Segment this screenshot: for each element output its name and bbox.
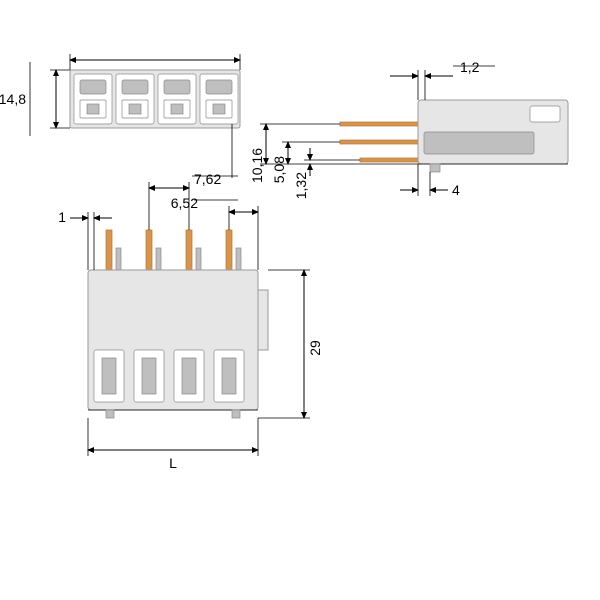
dim-5-08: 5,08 [271,156,287,183]
dim-10-16: 10,16 [249,148,265,183]
dim-1-2: 1,2 [460,59,480,75]
dim-1-32: 1,32 [293,172,309,199]
pins [106,230,241,270]
dim-29: 29 [307,340,323,356]
dim-14-8: 14,8 [0,91,26,107]
technical-drawing: 14,8 1,2 10,16 5,08 [0,0,600,600]
dim-7-62: 7,62 [194,171,221,187]
dim-L: L [169,455,177,471]
dim-1: 1 [58,209,66,225]
view-front: 7,62 6,52 1 29 L [58,171,323,471]
view-top: 14,8 [0,54,240,136]
dim-4: 4 [452,182,460,198]
view-side: 1,2 10,16 5,08 1,32 4 [232,59,568,199]
dim-6-52: 6,52 [171,195,198,211]
